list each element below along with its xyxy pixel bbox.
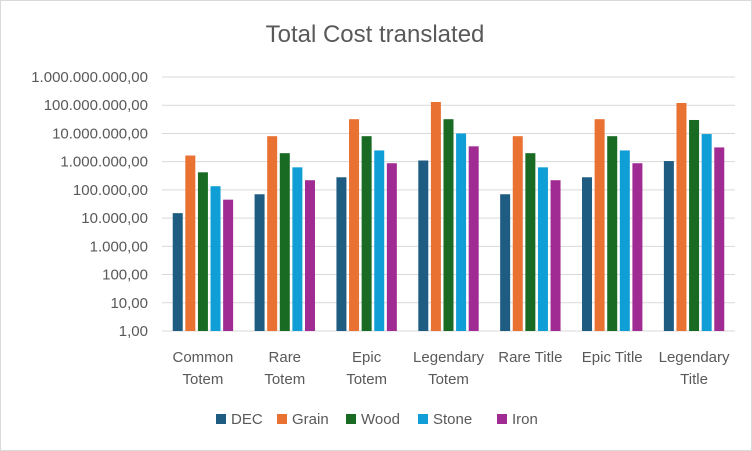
y-tick-label: 1.000.000,00 xyxy=(60,154,148,171)
bar-dec xyxy=(172,213,183,331)
y-tick-label: 1.000,00 xyxy=(90,238,148,255)
chart-title: Total Cost translated xyxy=(266,21,485,48)
bar-iron xyxy=(386,163,397,331)
y-tick-label: 1.000.000.000,00 xyxy=(31,69,148,86)
legend-label-wood: Wood xyxy=(361,411,400,428)
legend-swatch-dec xyxy=(216,414,226,424)
bar-stone xyxy=(374,150,385,331)
y-tick-label: 10.000,00 xyxy=(81,210,148,227)
bars xyxy=(172,102,725,331)
x-category-label: Legendary xyxy=(413,349,484,366)
x-category-label: Totem xyxy=(428,371,469,388)
x-category-label: Common xyxy=(172,349,233,366)
y-tick-label: 100.000.000,00 xyxy=(44,97,148,114)
x-category-label: Epic Title xyxy=(582,349,643,366)
bar-grain xyxy=(185,155,196,331)
legend-label-stone: Stone xyxy=(433,411,472,428)
bar-iron xyxy=(632,163,643,331)
legend-swatch-wood xyxy=(346,414,356,424)
x-category-label: Rare xyxy=(269,349,302,366)
x-category-label: Totem xyxy=(346,371,387,388)
y-tick-label: 100,00 xyxy=(102,267,148,284)
y-axis-ticks: 1.000.000.000,00 100.000.000,00 10.000.000… xyxy=(31,69,148,340)
x-category-label: Legendary xyxy=(659,349,730,366)
bar-stone xyxy=(619,150,630,331)
bar-stone xyxy=(701,134,712,331)
legend: DEC Grain Wood Stone Iron xyxy=(216,411,538,428)
bar-iron xyxy=(468,146,479,331)
legend-label-grain: Grain xyxy=(292,411,329,428)
bar-grain xyxy=(512,136,523,331)
bar-grain xyxy=(349,119,360,331)
bar-grain xyxy=(267,136,278,331)
bar-iron xyxy=(714,147,725,331)
bar-iron xyxy=(223,199,234,331)
bar-stone xyxy=(292,167,303,331)
bar-iron xyxy=(550,180,561,331)
bar-stone xyxy=(537,167,548,331)
y-tick-label: 10,00 xyxy=(110,295,148,312)
bar-iron xyxy=(304,180,315,331)
bar-dec xyxy=(500,194,511,331)
bar-wood xyxy=(525,153,536,331)
x-category-label: Epic xyxy=(352,349,382,366)
y-tick-label: 10.000.000,00 xyxy=(52,125,148,142)
bar-grain xyxy=(430,102,441,331)
bar-wood xyxy=(689,119,700,331)
x-axis-categories: Common Totem Rare Totem Epic Totem Legendary To… xyxy=(172,349,730,388)
bar-dec xyxy=(582,177,593,331)
bar-wood xyxy=(197,172,208,331)
x-category-label: Title xyxy=(680,371,708,388)
bar-wood xyxy=(279,153,290,331)
bar-wood xyxy=(443,119,454,331)
legend-label-iron: Iron xyxy=(512,411,538,428)
bar-stone xyxy=(456,133,467,331)
y-tick-label: 100.000,00 xyxy=(73,182,148,199)
bar-dec xyxy=(418,160,429,331)
bar-grain xyxy=(676,102,687,331)
bar-dec xyxy=(336,177,347,331)
bar-grain xyxy=(594,119,605,331)
x-category-label: Totem xyxy=(264,371,305,388)
y-tick-label: 1,00 xyxy=(119,323,148,340)
bar-stone xyxy=(210,186,221,331)
bar-wood xyxy=(361,136,372,331)
legend-label-dec: DEC xyxy=(231,411,263,428)
legend-swatch-stone xyxy=(418,414,428,424)
x-category-label: Rare Title xyxy=(498,349,562,366)
bar-dec xyxy=(663,161,674,331)
legend-swatch-grain xyxy=(277,414,287,424)
bar-wood xyxy=(607,136,618,331)
legend-swatch-iron xyxy=(497,414,507,424)
x-category-label: Totem xyxy=(182,371,223,388)
bar-dec xyxy=(254,194,265,331)
